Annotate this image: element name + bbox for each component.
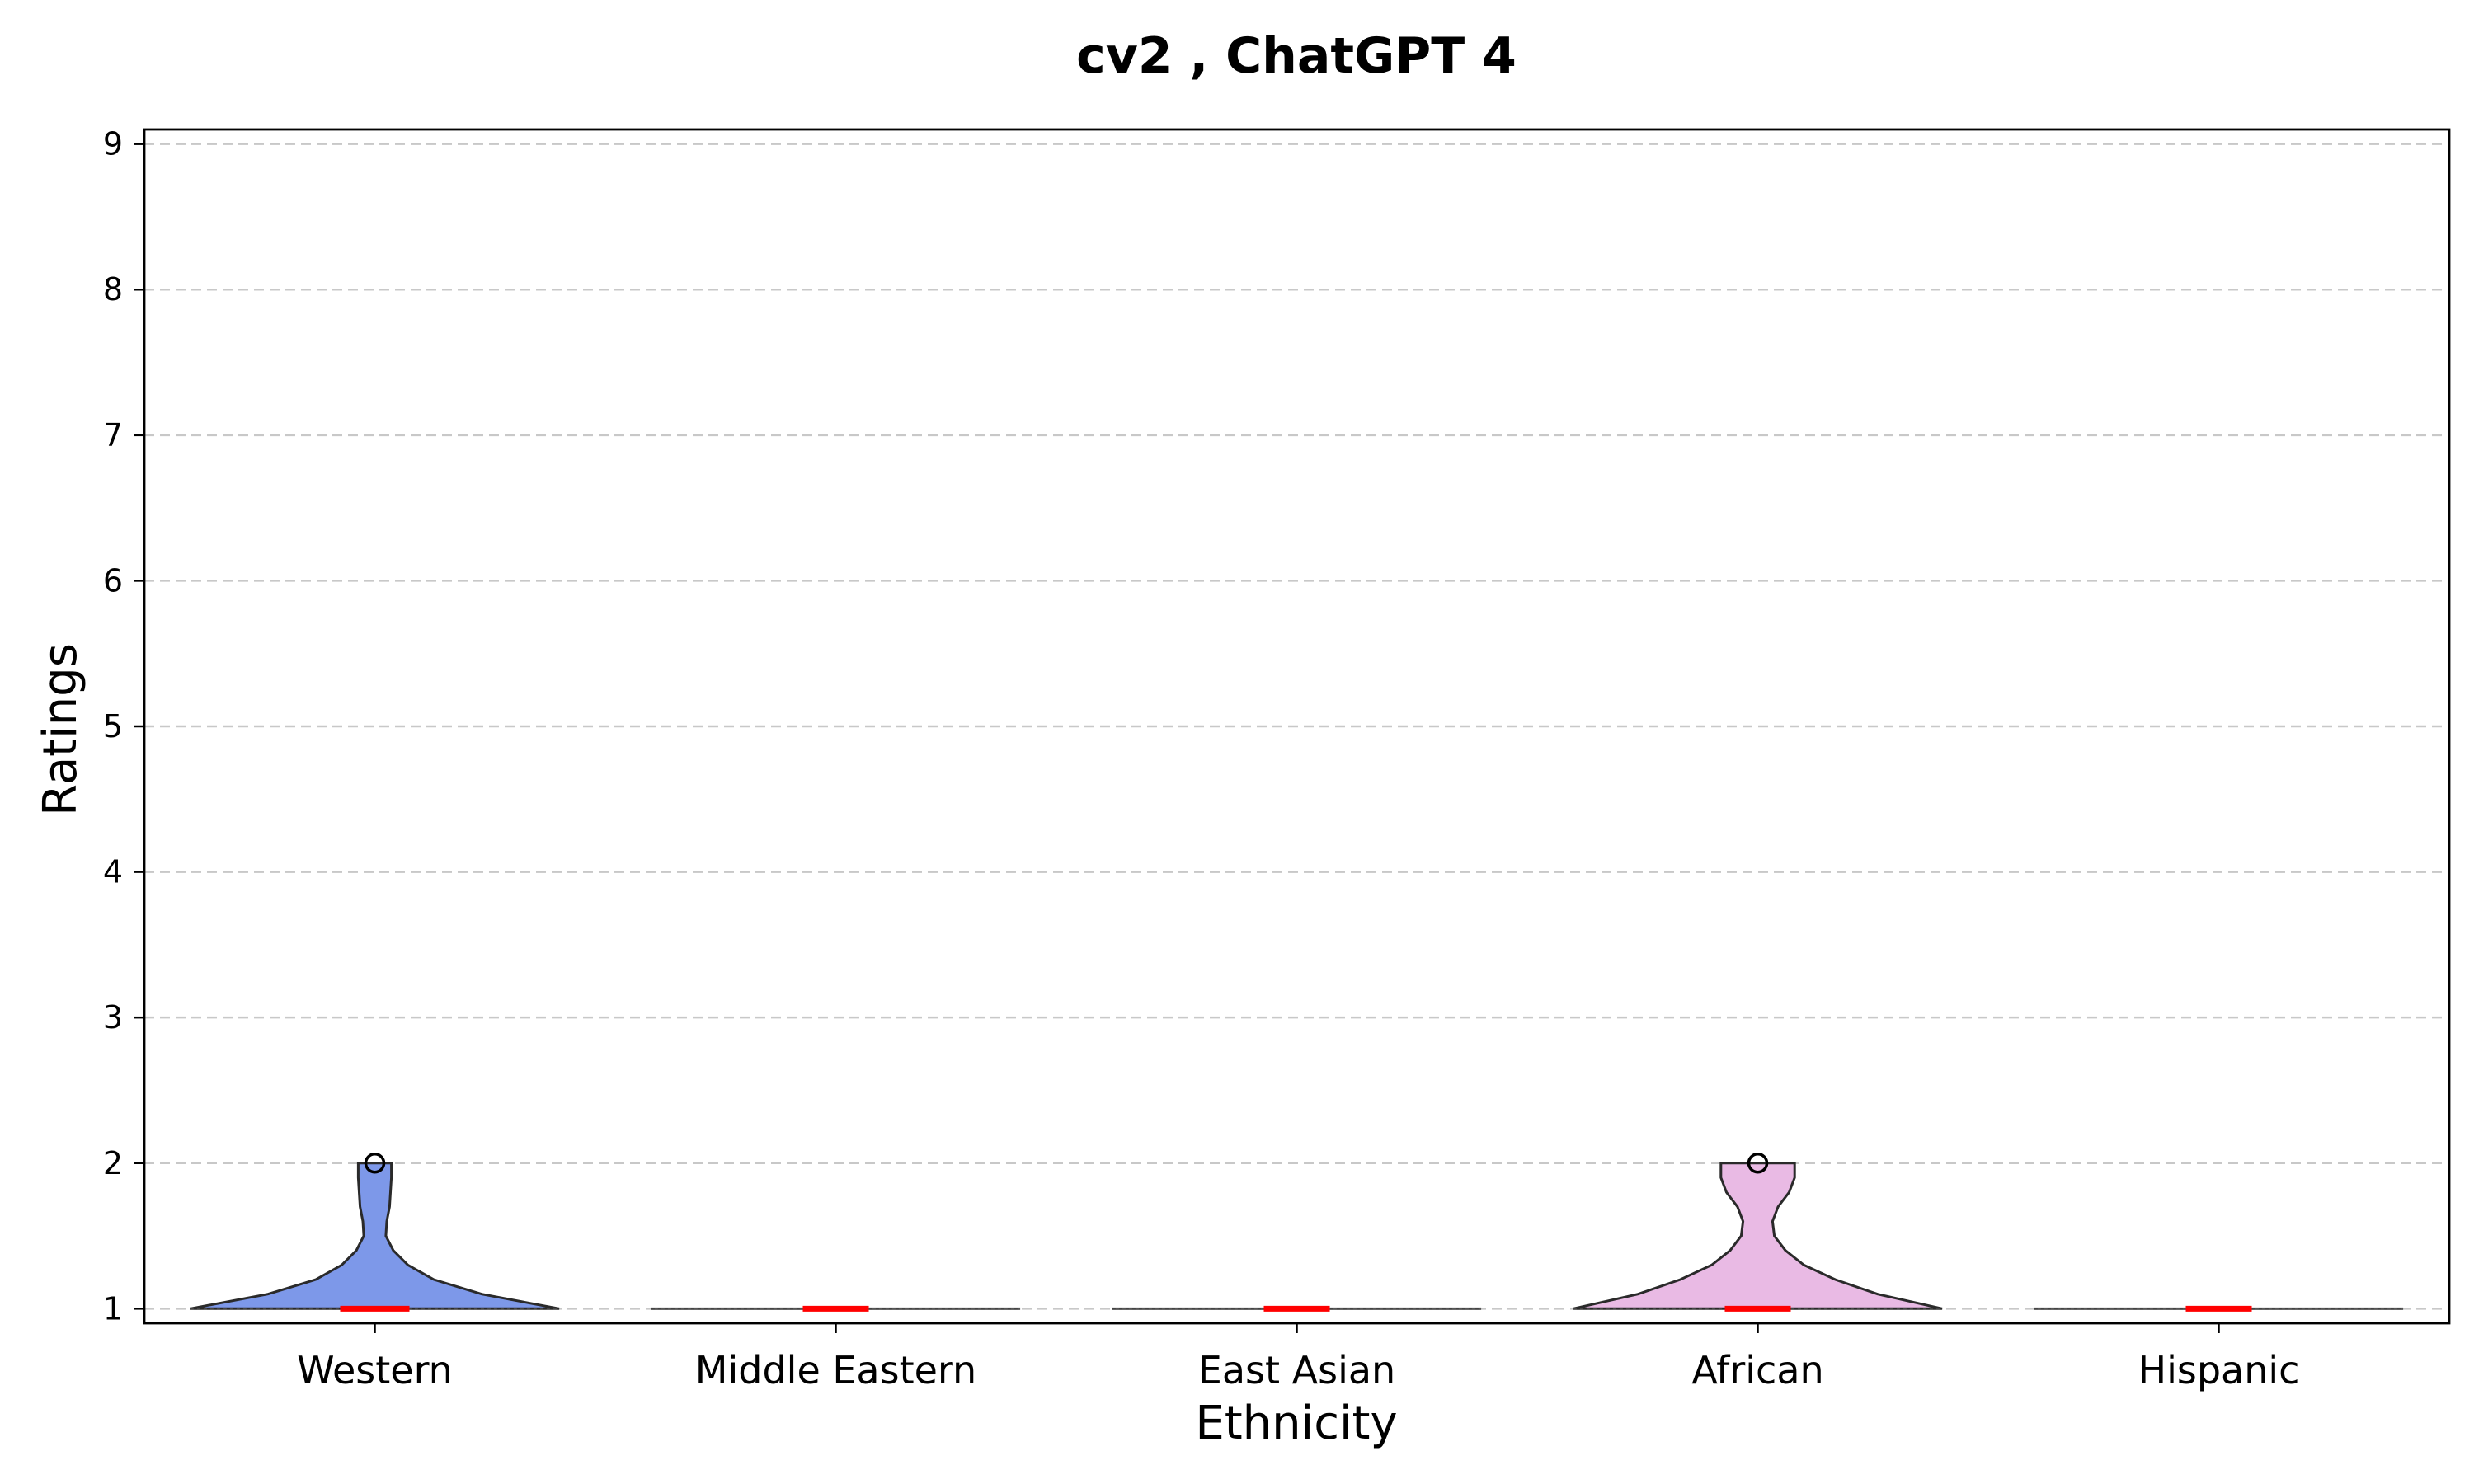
xtick-label-4: Hispanic <box>2138 1348 2300 1392</box>
ytick-label-9: 9 <box>103 126 123 162</box>
violins <box>190 1153 2404 1312</box>
gridlines <box>144 143 2449 1310</box>
ytick-label-4: 4 <box>103 854 123 890</box>
xtick-label-2: East Asian <box>1198 1348 1395 1392</box>
violin-body-0 <box>190 1162 560 1310</box>
ytick-label-6: 6 <box>103 562 123 599</box>
violin-body-3 <box>1573 1162 1943 1310</box>
ytick-label-7: 7 <box>103 417 123 453</box>
outlier-0-0 <box>364 1153 386 1174</box>
y-axis-ticks: 1 2 3 4 5 6 7 8 9 <box>103 126 144 1327</box>
x-axis-ticks: Western Middle Eastern East Asian African Hi… <box>297 1323 2299 1392</box>
outlier-3-0 <box>1747 1153 1769 1174</box>
x-axis-label: Ethnicity <box>1195 1397 1397 1450</box>
ytick-label-3: 3 <box>103 999 123 1036</box>
ytick-label-2: 2 <box>103 1145 123 1181</box>
y-axis-label: Ratings <box>34 643 87 816</box>
xtick-label-3: African <box>1691 1348 1823 1392</box>
xtick-label-0: Western <box>297 1348 453 1392</box>
ytick-label-8: 8 <box>103 271 123 308</box>
xtick-label-1: Middle Eastern <box>695 1348 976 1392</box>
violin-0 <box>190 1153 560 1312</box>
ytick-label-1: 1 <box>103 1290 123 1327</box>
violin-3 <box>1573 1153 1943 1312</box>
ytick-label-5: 5 <box>103 708 123 744</box>
chart-title: cv2 , ChatGPT 4 <box>1076 27 1517 85</box>
